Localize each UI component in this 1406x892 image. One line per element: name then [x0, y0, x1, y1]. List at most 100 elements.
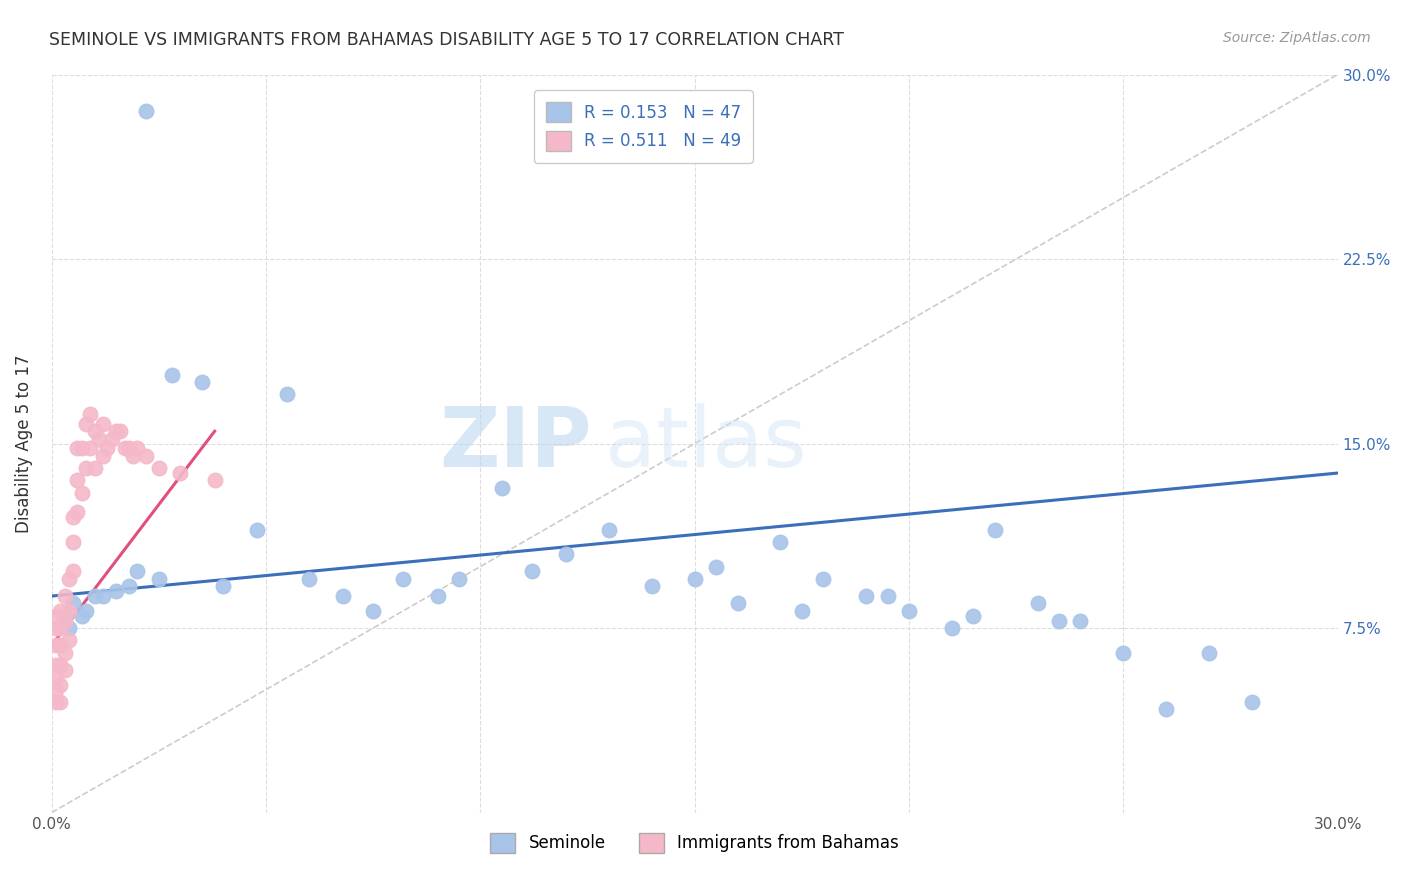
Point — [1198, 646, 1220, 660]
Point — [392, 572, 415, 586]
Point — [70, 485, 93, 500]
Point — [62, 510, 84, 524]
Point — [83, 461, 105, 475]
Point — [45, 608, 67, 623]
Point — [598, 523, 620, 537]
Point — [45, 638, 67, 652]
Point — [53, 646, 76, 660]
Point — [962, 608, 984, 623]
Point — [110, 424, 132, 438]
Point — [212, 579, 235, 593]
Point — [49, 621, 72, 635]
Point — [53, 589, 76, 603]
Y-axis label: Disability Age 5 to 17: Disability Age 5 to 17 — [15, 354, 32, 533]
Point — [91, 589, 114, 603]
Point — [790, 604, 813, 618]
Text: Source: ZipAtlas.com: Source: ZipAtlas.com — [1223, 31, 1371, 45]
Point — [105, 424, 128, 438]
Point — [876, 589, 898, 603]
Point — [53, 663, 76, 677]
Point — [1240, 695, 1263, 709]
Point — [491, 481, 513, 495]
Point — [332, 589, 354, 603]
Point — [91, 449, 114, 463]
Point — [49, 657, 72, 672]
Point — [118, 579, 141, 593]
Point — [1069, 614, 1091, 628]
Point — [45, 682, 67, 697]
Point — [58, 633, 80, 648]
Point — [62, 565, 84, 579]
Point — [169, 466, 191, 480]
Point — [83, 589, 105, 603]
Point — [983, 523, 1005, 537]
Point — [45, 670, 67, 684]
Point — [361, 604, 384, 618]
Point — [75, 604, 97, 618]
Point — [135, 449, 157, 463]
Point — [204, 474, 226, 488]
Point — [75, 417, 97, 431]
Point — [520, 565, 543, 579]
Point — [75, 461, 97, 475]
Point — [83, 424, 105, 438]
Point — [246, 523, 269, 537]
Point — [769, 535, 792, 549]
Point — [45, 657, 67, 672]
Point — [62, 596, 84, 610]
Point — [127, 442, 149, 456]
Point — [118, 442, 141, 456]
Point — [49, 695, 72, 709]
Point — [704, 559, 727, 574]
Point — [62, 535, 84, 549]
Point — [49, 678, 72, 692]
Point — [70, 608, 93, 623]
Point — [49, 638, 72, 652]
Point — [105, 584, 128, 599]
Point — [70, 442, 93, 456]
Point — [447, 572, 470, 586]
Point — [79, 407, 101, 421]
Point — [683, 572, 706, 586]
Point — [127, 565, 149, 579]
Point — [941, 621, 963, 635]
Point — [191, 375, 214, 389]
Point — [813, 572, 835, 586]
Point — [148, 461, 170, 475]
Point — [58, 621, 80, 635]
Point — [727, 596, 749, 610]
Point — [66, 474, 89, 488]
Point — [426, 589, 449, 603]
Legend: R = 0.153   N = 47, R = 0.511   N = 49: R = 0.153 N = 47, R = 0.511 N = 49 — [534, 90, 752, 162]
Point — [855, 589, 877, 603]
Point — [114, 442, 136, 456]
Point — [1026, 596, 1049, 610]
Point — [58, 604, 80, 618]
Point — [96, 442, 118, 456]
Point — [87, 432, 110, 446]
Point — [49, 604, 72, 618]
Point — [276, 387, 298, 401]
Point — [1154, 702, 1177, 716]
Point — [79, 442, 101, 456]
Point — [58, 572, 80, 586]
Text: SEMINOLE VS IMMIGRANTS FROM BAHAMAS DISABILITY AGE 5 TO 17 CORRELATION CHART: SEMINOLE VS IMMIGRANTS FROM BAHAMAS DISA… — [49, 31, 844, 49]
Point — [53, 614, 76, 628]
Point — [45, 695, 67, 709]
Point — [66, 442, 89, 456]
Point — [100, 432, 122, 446]
Point — [160, 368, 183, 382]
Point — [45, 621, 67, 635]
Point — [122, 449, 145, 463]
Point — [1047, 614, 1070, 628]
Point — [148, 572, 170, 586]
Text: ZIP: ZIP — [439, 403, 592, 484]
Point — [53, 608, 76, 623]
Point — [555, 547, 578, 561]
Point — [641, 579, 664, 593]
Point — [298, 572, 321, 586]
Point — [66, 505, 89, 519]
Text: atlas: atlas — [605, 403, 807, 484]
Point — [898, 604, 921, 618]
Point — [91, 417, 114, 431]
